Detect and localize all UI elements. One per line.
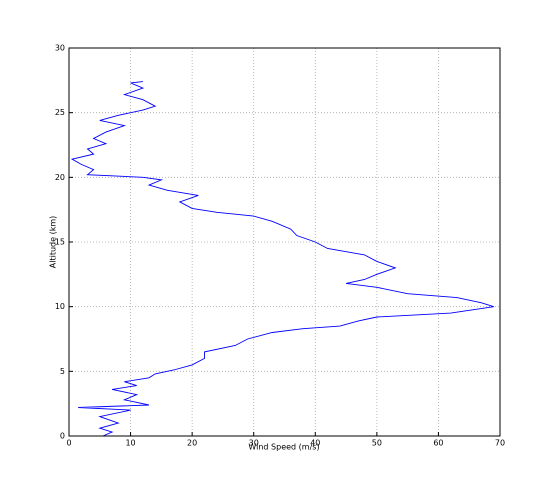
plot-frame (68, 47, 501, 437)
x-axis-label: Wind Speed (m/s) (248, 443, 319, 452)
y-tick-label: 20 (55, 173, 65, 182)
x-tick-label: 30 (249, 439, 259, 448)
y-tick-label: 5 (60, 367, 65, 376)
data-line (70, 81, 494, 437)
x-tick-label: 70 (495, 439, 505, 448)
y-tick-label: 0 (60, 432, 65, 441)
x-tick-label: 60 (433, 439, 443, 448)
y-tick-label: 30 (55, 44, 65, 53)
y-axis-label: Altitude (km) (49, 216, 58, 268)
y-tick-label: 25 (55, 108, 65, 117)
x-tick-label: 10 (125, 439, 135, 448)
x-tick-label: 20 (187, 439, 197, 448)
x-tick-label: 0 (66, 439, 71, 448)
x-tick-label: 40 (310, 439, 320, 448)
y-tick-label: 15 (55, 238, 65, 247)
y-tick-label: 10 (55, 302, 65, 311)
x-tick-label: 50 (372, 439, 382, 448)
